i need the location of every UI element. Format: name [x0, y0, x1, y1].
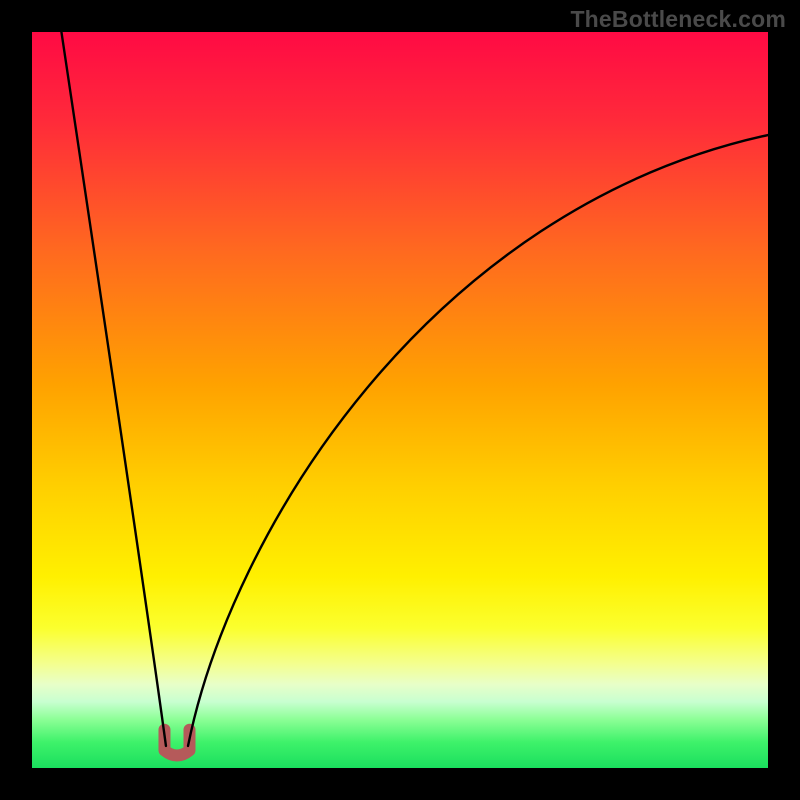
curve-layer [32, 32, 768, 768]
watermark-text: TheBottleneck.com [570, 6, 786, 33]
right-branch-curve [188, 135, 768, 746]
plot-area [32, 32, 768, 768]
chart-frame: TheBottleneck.com [0, 0, 800, 800]
left-branch-curve [61, 32, 166, 746]
notch-u-curve [164, 730, 189, 756]
